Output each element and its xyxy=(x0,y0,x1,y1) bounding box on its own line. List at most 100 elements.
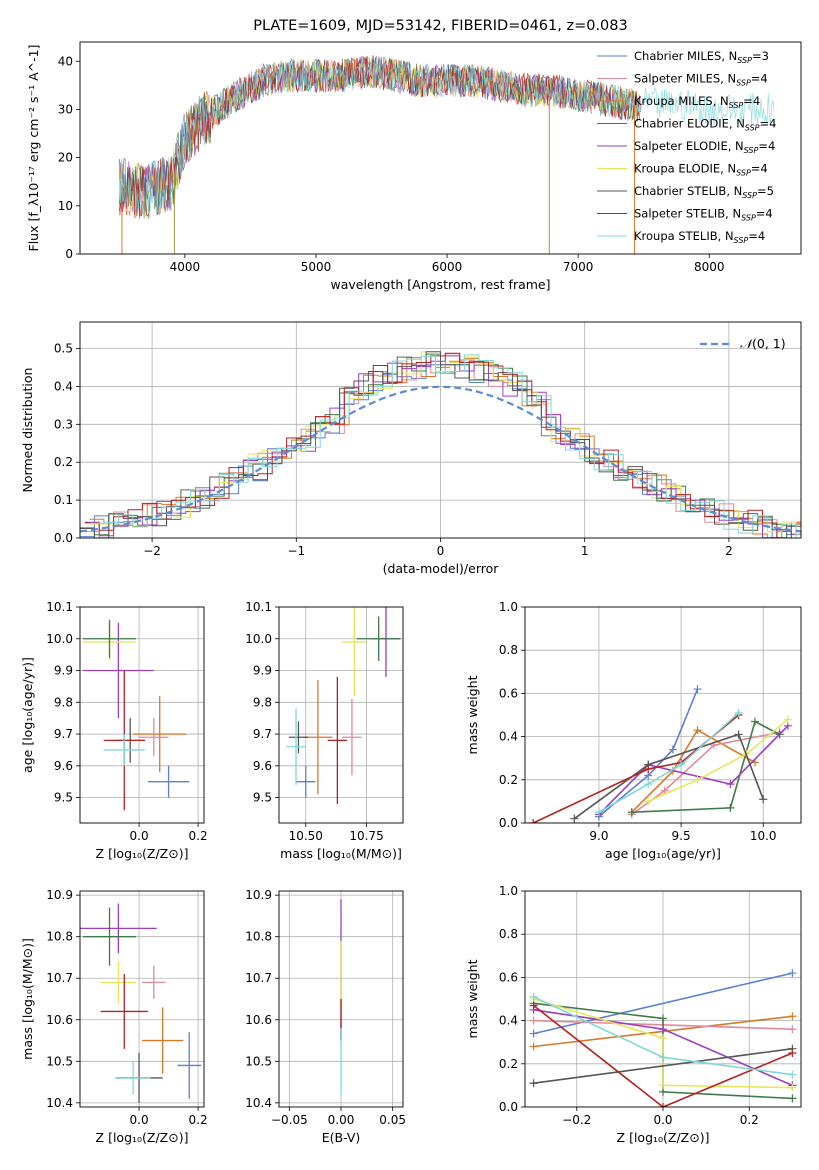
histogram-series xyxy=(84,353,801,538)
x-tick-label: 6000 xyxy=(432,260,463,274)
y-axis-label: mass weight xyxy=(465,675,480,754)
y-tick-label: 10.5 xyxy=(46,1054,73,1068)
y-tick-label: 10.9 xyxy=(46,888,73,902)
x-tick-label: −2 xyxy=(143,544,161,558)
x-tick-label: −0.05 xyxy=(271,1113,308,1127)
weight-marker xyxy=(659,1081,667,1090)
legend: Chabrier MILES, NSSP=3 Salpeter MILES, NS… xyxy=(597,49,776,245)
x-tick-label: 10.0 xyxy=(750,829,777,843)
weight-series xyxy=(533,972,793,1035)
y-axis-label: Flux [f_λ10⁻¹⁷ erg cm⁻² s⁻¹ A^-1] xyxy=(26,45,41,252)
legend-n-ssp: N xyxy=(734,184,743,198)
weight-marker xyxy=(594,808,603,817)
weight-marker xyxy=(726,780,735,789)
legend-n-ssp: N xyxy=(727,72,736,86)
x-axis-label: mass [log₁₀(M/M⊙)] xyxy=(280,846,402,861)
weight-marker xyxy=(659,1025,667,1034)
y-tick-label: 10.8 xyxy=(46,930,73,944)
weight-marker xyxy=(529,992,538,1001)
x-tick-label: 9.0 xyxy=(589,829,608,843)
legend-value: =4 xyxy=(748,229,765,243)
x-tick-label: 7000 xyxy=(563,260,594,274)
legend-label: Kroupa MILES, NSSP=4 xyxy=(634,94,760,110)
x-axis-label: wavelength [Angstrom, rest frame] xyxy=(330,277,550,292)
weight-marker xyxy=(529,1001,538,1010)
x-tick-label: 0.2 xyxy=(189,829,208,843)
weight-series xyxy=(598,712,740,813)
y-tick-label: 0.0 xyxy=(54,531,73,545)
axes-frame xyxy=(278,606,404,824)
y-tick-label: 0.2 xyxy=(499,773,518,787)
legend-n-ssp: N xyxy=(727,162,736,176)
weight-marker xyxy=(751,717,759,726)
weight-marker xyxy=(693,685,702,694)
weight-marker xyxy=(788,1025,797,1034)
panel-age-Z: 0.0 0.2 9.5 9.6 9.7 9.8 9.9 10.0 10.1 Z [log₁₀(Z/… xyxy=(20,600,208,861)
y-tick-label: 10.4 xyxy=(245,1096,272,1110)
axes-frame xyxy=(524,606,802,824)
legend-subscript: SSP xyxy=(729,101,744,110)
weight-series xyxy=(573,733,764,820)
x-tick-label: 0.0 xyxy=(653,1113,672,1127)
legend-n-ssp: N xyxy=(732,207,741,221)
weight-marker xyxy=(570,814,579,823)
y-tick-label: 10.1 xyxy=(245,600,272,614)
weight-series xyxy=(598,725,789,815)
legend-n-ssp: N xyxy=(725,229,734,243)
y-tick-label: 10.7 xyxy=(46,971,73,985)
y-tick-label: 0.5 xyxy=(54,342,73,356)
weight-marker xyxy=(659,1014,667,1023)
spectrum-line xyxy=(118,55,642,217)
weight-marker xyxy=(529,1042,538,1051)
x-tick-label: −1 xyxy=(287,544,305,558)
panel-massweight-age: 9.0 9.5 10.0 0.0 0.2 0.4 0.6 0.8 1.0 age [log₁₀(a… xyxy=(465,600,802,861)
y-tick-label: 9.5 xyxy=(253,791,272,805)
y-tick-label: 9.7 xyxy=(253,727,272,741)
axes-frame xyxy=(79,41,802,255)
legend-n-ssp: N xyxy=(720,94,729,108)
y-tick-label: 0 xyxy=(65,247,73,261)
weight-marker xyxy=(788,1083,797,1092)
y-tick-label: 0.4 xyxy=(499,730,518,744)
plot-area xyxy=(80,607,204,823)
legend-n-ssp: N xyxy=(736,117,745,131)
normal-curve xyxy=(80,385,801,533)
y-axis-label: mass weight xyxy=(465,959,480,1038)
panel-mass-ebv: −0.05 0.00 0.05 10.4 10.5 10.6 10.7 10.8 10.9 E(B… xyxy=(245,888,406,1145)
weight-marker xyxy=(659,1103,667,1107)
y-tick-label: 0.6 xyxy=(499,686,518,700)
weight-series xyxy=(598,688,699,818)
panel-spectrum: 4000 5000 6000 7000 8000 0 10 20 30 40 wavelength … xyxy=(26,18,802,292)
legend-value: =4 xyxy=(758,139,775,153)
x-tick-label: 10.50 xyxy=(289,829,323,843)
y-tick-label: 10.0 xyxy=(245,632,272,646)
plot-area xyxy=(279,891,403,1107)
histogram-series xyxy=(80,351,801,538)
y-tick-label: 0.4 xyxy=(54,379,73,393)
x-tick-label: 8000 xyxy=(694,260,725,274)
x-axis-label: Z [log₁₀(Z/Z⊙)] xyxy=(96,846,189,861)
axes-frame xyxy=(79,890,205,1108)
y-tick-label: 10.8 xyxy=(245,930,272,944)
x-tick-label: 9.5 xyxy=(672,829,691,843)
legend-value: =3 xyxy=(752,49,769,63)
x-tick-label: 0.0 xyxy=(130,829,149,843)
weight-marker xyxy=(759,795,768,804)
weight-marker xyxy=(529,819,538,823)
x-tick-label: 10.75 xyxy=(349,829,383,843)
x-tick-label: −0.2 xyxy=(562,1113,591,1127)
plot-area xyxy=(525,891,801,1107)
weight-marker xyxy=(726,803,735,812)
y-tick-label: 9.8 xyxy=(54,695,73,709)
y-axis-label: age [log₁₀(age/yr)] xyxy=(20,657,35,773)
weight-marker xyxy=(644,765,653,773)
y-tick-label: 9.6 xyxy=(253,759,272,773)
legend-label: Chabrier MILES, NSSP=3 xyxy=(634,49,769,65)
legend-subscript: SSP xyxy=(737,56,752,65)
x-axis-label: E(B-V) xyxy=(322,1130,361,1145)
weight-marker xyxy=(529,1016,538,1025)
y-tick-label: 9.8 xyxy=(253,695,272,709)
histogram-series xyxy=(84,355,801,538)
x-tick-label: 1 xyxy=(581,544,589,558)
